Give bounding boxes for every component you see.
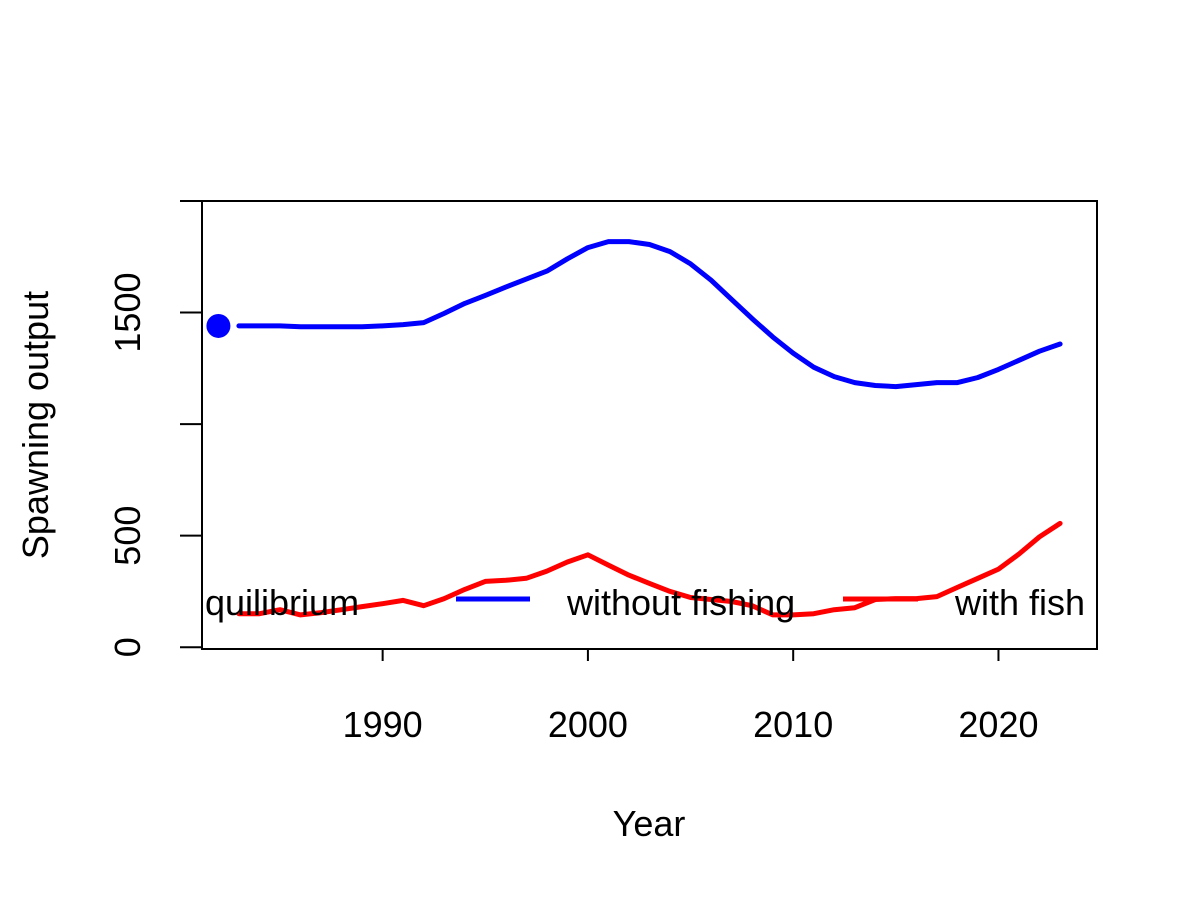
x-tick-label-2000: 2000: [548, 704, 628, 745]
legend-label-2: with fish: [954, 582, 1085, 623]
y-tick-label-0: 0: [107, 637, 148, 657]
x-tick-label-1990: 1990: [343, 704, 423, 745]
x-tick-label-2020: 2020: [958, 704, 1038, 745]
data-point-equilibrium-1982: [206, 313, 231, 338]
legend: quilibrium without fishing with fish: [205, 582, 1085, 623]
series-line-with-fishing: [236, 520, 1063, 618]
x-tick-label-2010: 2010: [753, 704, 833, 745]
series-layer: [206, 239, 1063, 618]
legend-label-0: quilibrium: [205, 582, 359, 623]
y-tick-label-500: 500: [107, 506, 148, 566]
y-axis-label: Spawning output: [15, 291, 56, 559]
y-tick-label-1500: 1500: [107, 273, 148, 353]
x-axis-label: Year: [613, 803, 686, 844]
axes: 1990 2000 2010 2020 0 500 1500: [107, 200, 1039, 745]
series-line-without-fishing: [236, 239, 1063, 390]
legend-label-1: without fishing: [566, 582, 795, 623]
